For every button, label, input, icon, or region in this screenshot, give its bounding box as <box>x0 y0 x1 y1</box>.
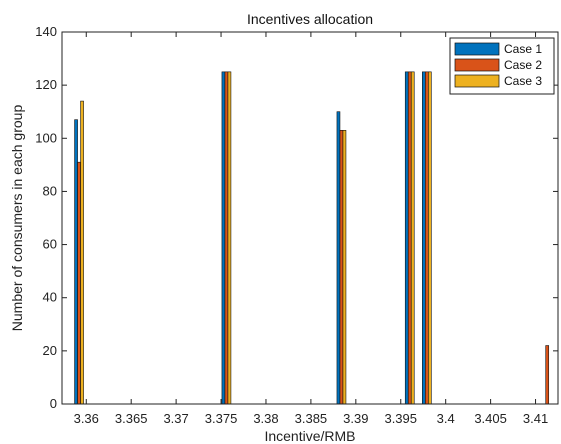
y-tick-label-6: 120 <box>35 77 57 92</box>
x-tick-label-7: 3.395 <box>384 411 417 426</box>
bar-case-2-5 <box>545 345 550 405</box>
legend-layer: Case 1 Case 2 Case 3 <box>449 37 555 95</box>
legend-swatch-3 <box>454 74 500 88</box>
y-tick-label-2: 40 <box>43 290 57 305</box>
y-tick-label-1: 20 <box>43 343 57 358</box>
y-axis-label: Number of consumers in each group <box>9 105 25 332</box>
y-tick-label-5: 100 <box>35 130 57 145</box>
x-tick-label-1: 3.365 <box>115 411 148 426</box>
x-tick-label-3: 3.375 <box>205 411 238 426</box>
bar-case-3-4 <box>428 71 432 405</box>
axes-layer <box>61 31 559 405</box>
x-tick-label-8: 3.4 <box>437 411 455 426</box>
x-tick-label-4: 3.38 <box>253 411 278 426</box>
bar-case-1-3 <box>404 71 409 405</box>
x-tick-label-10: 3.41 <box>523 411 548 426</box>
x-tick-label-2: 3.37 <box>163 411 188 426</box>
bar-case-2-4 <box>425 71 429 405</box>
plot-frame <box>61 31 559 405</box>
x-tick-label-6: 3.39 <box>343 411 368 426</box>
bars-layer <box>74 71 550 405</box>
x-axis-label: Incentive/RMB <box>264 428 355 444</box>
legend-label-3: Case 3 <box>504 74 542 88</box>
y-tick-label-3: 60 <box>43 237 57 252</box>
y-tick-label-7: 140 <box>35 24 57 39</box>
bar-case-3-3 <box>410 71 415 405</box>
x-tick-label-5: 3.385 <box>295 411 328 426</box>
bar-case-2-0 <box>77 161 81 405</box>
bar-case-3-1 <box>227 71 232 405</box>
y-tick-label-0: 0 <box>50 396 57 411</box>
bar-case-1-0 <box>74 119 78 405</box>
bar-case-3-0 <box>80 100 84 405</box>
chart-title: Incentives allocation <box>247 11 373 27</box>
bar-case-1-1 <box>221 71 226 405</box>
bar-case-2-1 <box>224 71 229 405</box>
bar-case-3-2 <box>342 130 347 405</box>
legend-label-1: Case 1 <box>504 42 542 56</box>
bar-case-1-2 <box>336 111 341 405</box>
x-tick-label-9: 3.405 <box>474 411 507 426</box>
y-tick-label-4: 80 <box>43 183 57 198</box>
bar-case-2-2 <box>339 130 344 405</box>
ticks-layer: 0 20 40 60 80 100 120 140 3.36 3.365 3.37 3.375 3.38… <box>35 24 548 426</box>
bar-case-2-3 <box>407 71 412 405</box>
legend-swatch-2 <box>454 58 500 72</box>
legend-swatch-1 <box>454 42 500 56</box>
bar-case-1-4 <box>422 71 426 405</box>
legend-label-2: Case 2 <box>504 58 542 72</box>
x-tick-label-0: 3.36 <box>74 411 99 426</box>
